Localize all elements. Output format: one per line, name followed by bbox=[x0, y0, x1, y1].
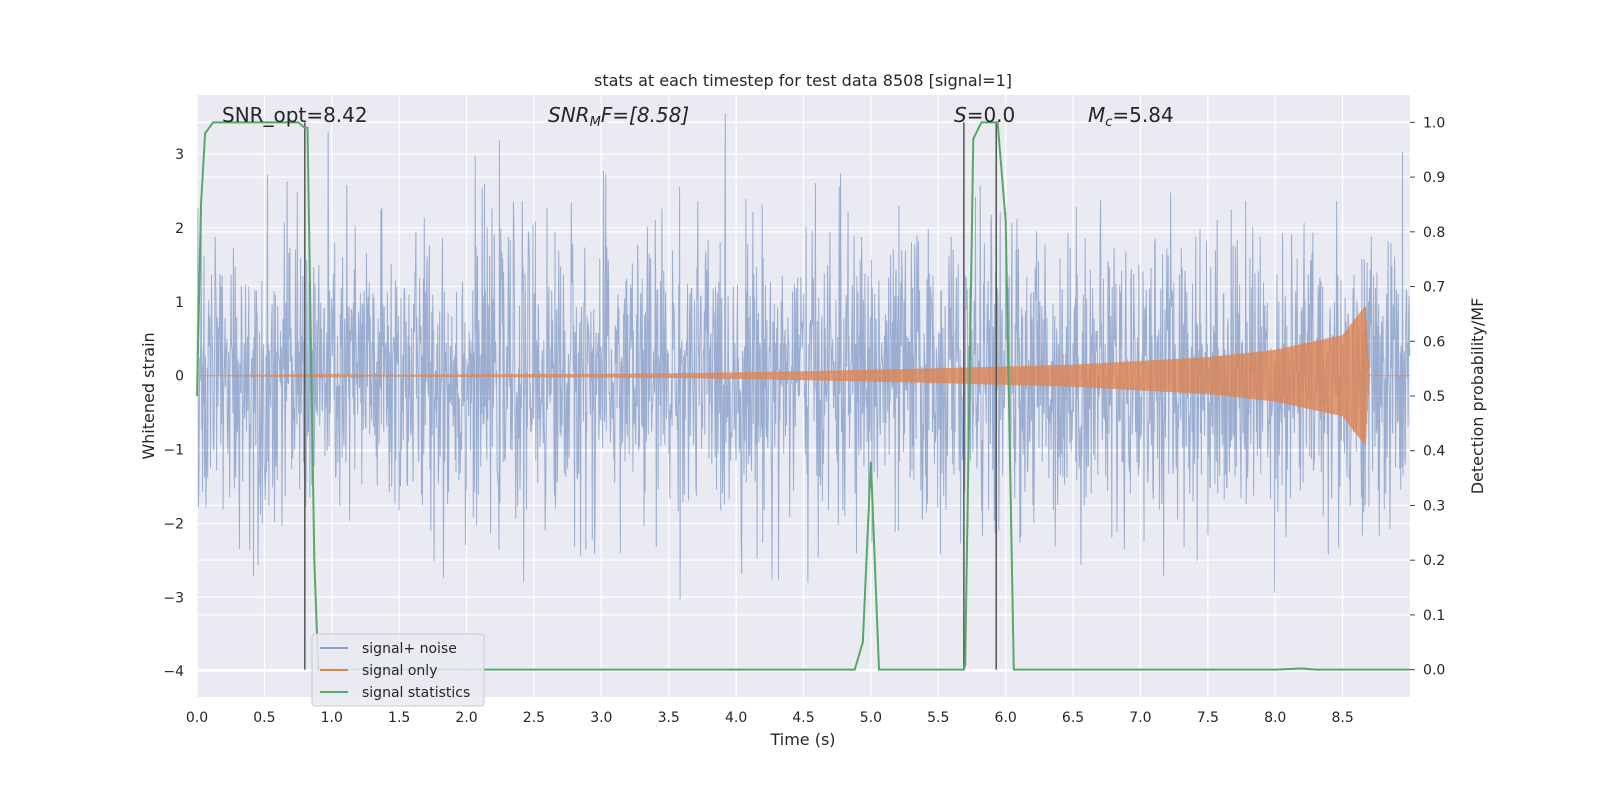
x-tick-label: 8.5 bbox=[1331, 710, 1353, 726]
legend-label-signal-noise: signal+ noise bbox=[362, 641, 457, 657]
snr-opt-annotation: SNR_opt=8.42 bbox=[222, 103, 368, 127]
legend-box bbox=[311, 633, 485, 707]
y-tick-label-left: 0 bbox=[175, 369, 184, 385]
plot-content bbox=[196, 113, 1411, 671]
signal-noise-series bbox=[196, 113, 1411, 600]
x-axis-label: Time (s) bbox=[769, 730, 835, 749]
x-tick-label: 1.0 bbox=[321, 710, 343, 726]
left-y-axis-ticks: −4 −3 −2 −1 0 1 2 3 bbox=[163, 147, 184, 680]
x-tick-label: 7.5 bbox=[1197, 710, 1219, 726]
right-y-axis-ticks: 0.0 0.1 0.2 0.3 0.4 0.5 0.6 0.7 0.8 0.9 1.0 bbox=[1410, 115, 1445, 679]
y-axis-label-left: Whitened strain bbox=[139, 332, 158, 459]
x-tick-label: 0.0 bbox=[186, 710, 208, 726]
x-tick-label: 4.5 bbox=[792, 710, 814, 726]
y-tick-label-right: 0.4 bbox=[1423, 444, 1445, 460]
x-tick-label: 8.0 bbox=[1264, 710, 1286, 726]
x-tick-label: 5.0 bbox=[860, 710, 882, 726]
signal-only-series bbox=[197, 306, 1410, 446]
y-tick-label-left: −3 bbox=[163, 590, 184, 606]
y-tick-label-left: −2 bbox=[163, 516, 184, 532]
signal-statistics-series bbox=[196, 121, 1410, 671]
s-annotation: S=0.0 bbox=[954, 103, 1015, 127]
y-tick-label-right: 0.7 bbox=[1423, 280, 1445, 296]
y-tick-label-left: 2 bbox=[175, 221, 184, 237]
y-tick-label-right: 0.2 bbox=[1423, 553, 1445, 569]
mc-annotation: Mc=5.84 bbox=[1088, 103, 1174, 130]
y-tick-label-right: 0.6 bbox=[1423, 334, 1445, 350]
x-tick-label: 1.5 bbox=[388, 710, 410, 726]
y-tick-label-left: −1 bbox=[163, 443, 184, 459]
y-tick-label-right: 0.9 bbox=[1423, 170, 1445, 186]
y-axis-label-right: Detection probability/MF bbox=[1468, 298, 1487, 495]
grid-lines bbox=[196, 95, 1410, 697]
y-tick-label-left: 1 bbox=[175, 295, 184, 311]
x-tick-label: 6.5 bbox=[1062, 710, 1084, 726]
x-tick-label: 2.0 bbox=[455, 710, 477, 726]
y-tick-label-right: 0.3 bbox=[1423, 498, 1445, 514]
x-tick-label: 7.0 bbox=[1129, 710, 1151, 726]
legend-label-signal-statistics: signal statistics bbox=[362, 685, 470, 701]
marker-lines bbox=[304, 122, 997, 670]
y-tick-label-right: 0.5 bbox=[1423, 389, 1445, 405]
y-tick-label-right: 0.8 bbox=[1423, 225, 1445, 241]
y-tick-label-right: 0.0 bbox=[1423, 663, 1445, 679]
snr-mf-annotation: SNRMF=[8.58] bbox=[548, 103, 689, 130]
chart-title: stats at each timestep for test data 850… bbox=[594, 71, 1012, 90]
y-tick-label-left: 3 bbox=[175, 147, 184, 163]
x-tick-label: 6.0 bbox=[995, 710, 1017, 726]
x-tick-label: 4.0 bbox=[725, 710, 747, 726]
y-tick-label-left: −4 bbox=[163, 664, 184, 680]
y-tick-label-right: 0.1 bbox=[1423, 608, 1445, 624]
x-tick-label: 2.5 bbox=[523, 710, 545, 726]
legend: signal+ noise signal only signal statist… bbox=[311, 633, 485, 707]
x-tick-label: 3.5 bbox=[658, 710, 680, 726]
x-tick-label: 0.5 bbox=[253, 710, 275, 726]
y-tick-label-right: 1.0 bbox=[1423, 115, 1445, 131]
x-tick-label: 3.0 bbox=[590, 710, 612, 726]
legend-label-signal-only: signal only bbox=[362, 663, 437, 679]
x-tick-label: 5.5 bbox=[927, 710, 949, 726]
x-axis-ticks: 0.0 0.5 1.0 1.5 2.0 2.5 3.0 3.5 4.0 4.5 5.0 5.5 6.0 6… bbox=[186, 710, 1354, 726]
